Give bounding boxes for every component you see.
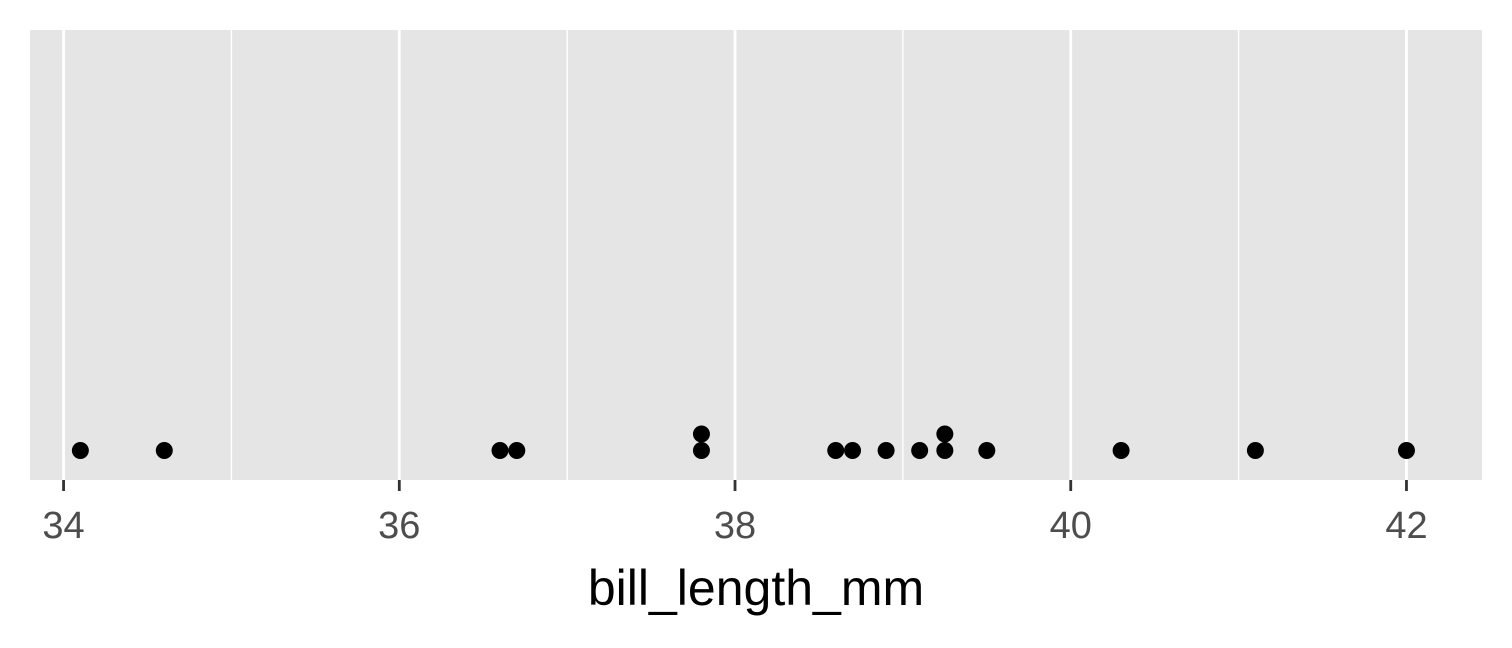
x-tick-label-0: 34 xyxy=(42,505,84,547)
data-point-8 xyxy=(877,442,895,459)
x-axis-ticks xyxy=(62,480,1408,491)
data-point-6 xyxy=(827,442,845,459)
x-tick-label-1: 36 xyxy=(378,505,420,547)
major-gridlines xyxy=(62,30,1408,480)
plot-panel xyxy=(30,30,1482,480)
data-point-3 xyxy=(508,442,526,459)
x-axis-title: bill_length_mm xyxy=(588,560,924,616)
data-point-9 xyxy=(911,442,929,459)
x-tick-label-3: 40 xyxy=(1050,505,1092,547)
data-point-1 xyxy=(155,442,173,459)
x-axis-tick-labels: 34 36 38 40 42 xyxy=(42,505,1427,547)
data-point-4 xyxy=(692,442,710,459)
data-point-15 xyxy=(1397,442,1415,459)
data-point-14 xyxy=(1246,442,1264,459)
x-tick-label-4: 42 xyxy=(1385,505,1427,547)
data-point-12 xyxy=(978,442,996,459)
data-point-13 xyxy=(1112,442,1130,459)
data-point-10 xyxy=(936,442,954,459)
data-point-11 xyxy=(936,425,954,443)
data-point-7 xyxy=(844,442,862,459)
minor-gridlines xyxy=(230,30,1240,480)
data-points xyxy=(71,425,1415,459)
x-tick-label-2: 38 xyxy=(714,505,756,547)
data-point-0 xyxy=(71,442,89,459)
data-point-2 xyxy=(491,442,509,459)
data-point-5 xyxy=(692,425,710,443)
